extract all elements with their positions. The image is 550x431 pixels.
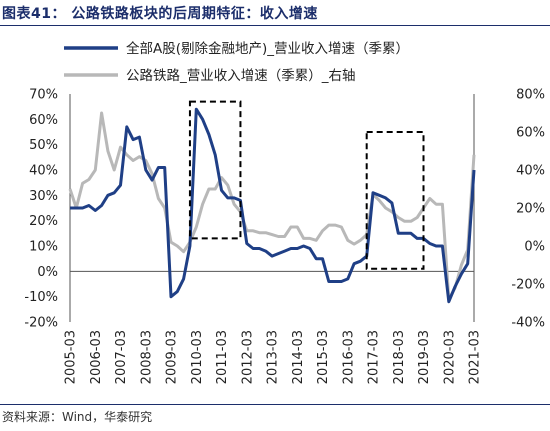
right-tick-label: 0% — [524, 240, 545, 255]
highlight-box-2 — [365, 131, 425, 270]
left-tick-label: 40% — [29, 164, 58, 179]
x-tick-label: 2007-03 — [114, 330, 129, 384]
left-tick-label: 60% — [29, 113, 58, 128]
x-tick-label: 2016-03 — [341, 330, 356, 384]
x-tick-label: 2013-03 — [266, 330, 281, 384]
left-tick-label: 10% — [29, 240, 58, 255]
series-lines — [68, 107, 476, 304]
right-tick-label: -20% — [511, 278, 545, 293]
chart: 全部A股(剔除金融地产)_营业收入增速（季累） 公路铁路_营业收入增速（季累）_右… — [24, 40, 545, 384]
left-tick-label: 70% — [29, 88, 58, 103]
left-axis: 70% 60% 50% 40% 30% 20% 10% 0% -10% -20% — [24, 88, 58, 331]
x-tick-label: 2017-03 — [367, 330, 382, 384]
left-tick-label: 50% — [29, 138, 58, 153]
x-tick-label: 2021-03 — [468, 330, 483, 384]
series-line-2 — [68, 111, 476, 301]
left-tick-label: -20% — [24, 316, 58, 331]
right-axis: 80% 60% 40% 20% 0% -20% -40% — [511, 88, 545, 331]
x-tick-label: 2009-03 — [165, 330, 180, 384]
left-tick-label: -10% — [24, 290, 58, 305]
axes — [69, 94, 475, 322]
series-line-1 — [70, 107, 476, 304]
right-tick-label: 40% — [516, 164, 545, 179]
legend: 全部A股(剔除金融地产)_营业收入增速（季累） 公路铁路_营业收入增速（季累）_右… — [64, 40, 409, 84]
highlight-box-1 — [188, 100, 242, 240]
title-bar: 图表41： 公路铁路板块的后周期特征：收入增速 — [0, 0, 550, 26]
footer-divider — [0, 404, 550, 405]
source-note: 资料来源：Wind，华泰研究 — [2, 410, 153, 424]
right-tick-label: 80% — [516, 88, 545, 103]
right-tick-label: 20% — [516, 202, 545, 217]
x-tick-label: 2010-03 — [190, 330, 205, 384]
x-tick-label: 2014-03 — [291, 330, 306, 384]
x-tick-label: 2006-03 — [89, 330, 104, 384]
x-tick-label: 2019-03 — [417, 330, 432, 384]
x-tick-label: 2020-03 — [442, 330, 457, 384]
annotations — [188, 100, 425, 270]
right-tick-label: -40% — [511, 316, 545, 331]
x-tick-label: 2015-03 — [316, 330, 331, 384]
x-axis: 2005-03 2006-03 2007-03 2008-03 2009-03 2010-… — [64, 330, 483, 384]
left-tick-label: 30% — [29, 189, 58, 204]
x-tick-label: 2012-03 — [240, 330, 255, 384]
right-tick-label: 60% — [516, 126, 545, 141]
left-tick-label: 0% — [37, 265, 58, 280]
legend-label-1: 全部A股(剔除金融地产)_营业收入增速（季累） — [126, 40, 409, 57]
x-tick-label: 2011-03 — [215, 330, 230, 384]
x-tick-label: 2008-03 — [139, 330, 154, 384]
x-tick-label: 2018-03 — [392, 330, 407, 384]
x-tick-label: 2005-03 — [64, 330, 79, 384]
chart-title: 图表41： 公路铁路板块的后周期特征：收入增速 — [2, 6, 318, 22]
left-tick-label: 20% — [29, 214, 58, 229]
legend-label-2: 公路铁路_营业收入增速（季累）_右轴 — [126, 68, 356, 84]
